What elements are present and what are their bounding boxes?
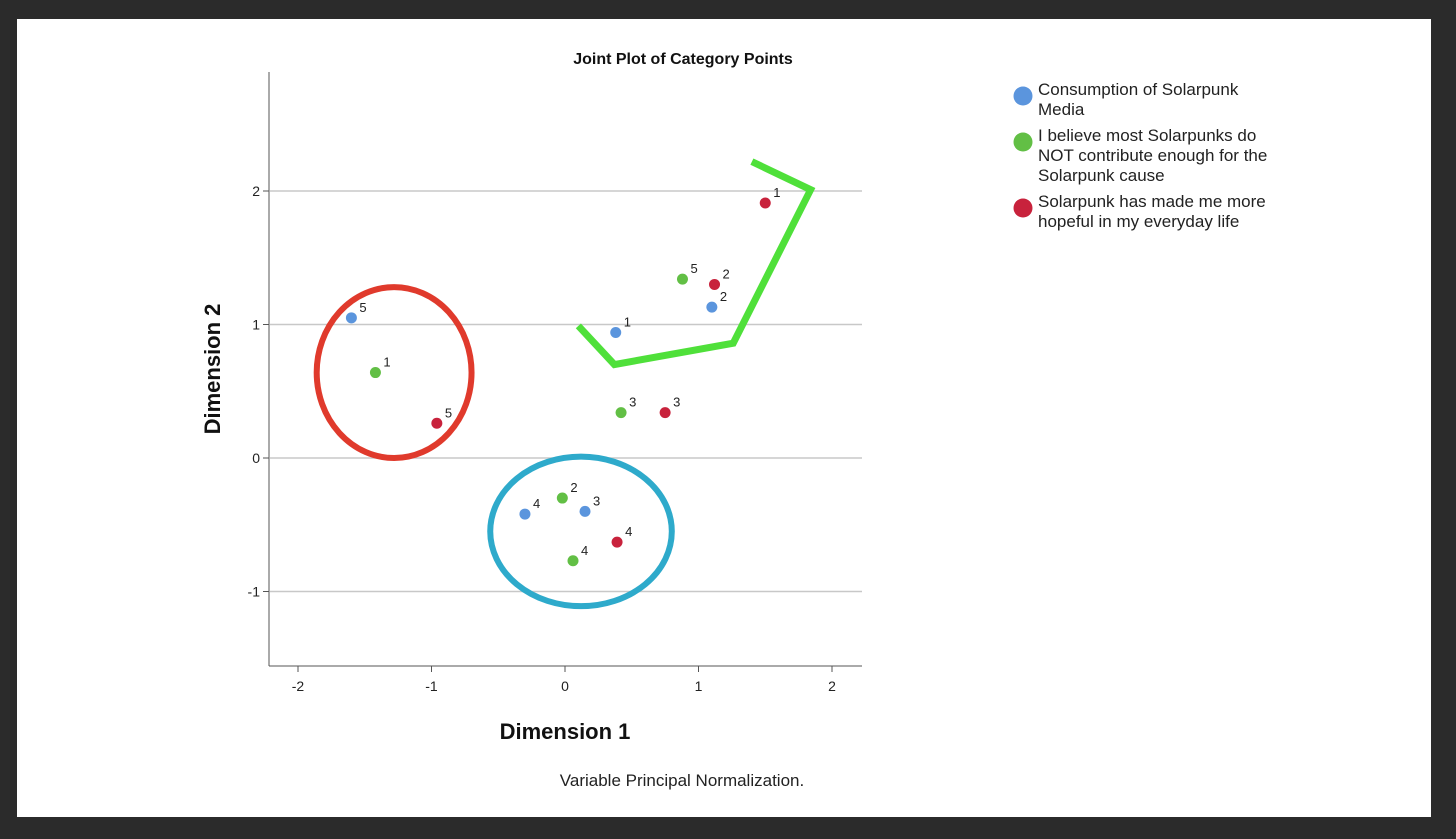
legend-item: I believe most Solarpunks do NOT contribu… xyxy=(1013,126,1267,185)
data-point xyxy=(567,555,579,567)
point-label: 5 xyxy=(690,261,697,276)
point-label: 3 xyxy=(593,493,600,508)
point-label: 3 xyxy=(629,395,636,410)
highlight-ellipse xyxy=(313,284,475,461)
data-point xyxy=(610,327,622,339)
x-tick-label: -1 xyxy=(425,678,438,694)
legend-label: Solarpunk has made me more hopeful in my … xyxy=(1038,192,1266,231)
legend: Consumption of Solarpunk Media I believe m… xyxy=(1013,80,1267,231)
legend-item: Solarpunk has made me more hopeful in my … xyxy=(1013,192,1266,231)
data-point xyxy=(659,407,671,419)
point-label: 4 xyxy=(533,496,540,511)
y-tick-label: -1 xyxy=(248,584,261,600)
point-label: 3 xyxy=(673,395,680,410)
data-point xyxy=(706,301,718,313)
data-point xyxy=(369,367,381,379)
point-label: 4 xyxy=(625,524,632,539)
data-point xyxy=(709,278,721,290)
axis-ticks: -1 0 1 2 -2 -1 0 1 2 xyxy=(248,183,837,694)
chart-title: Joint Plot of Category Points xyxy=(573,51,793,68)
data-point xyxy=(759,197,771,209)
data-point xyxy=(431,417,443,429)
y-tick-label: 0 xyxy=(252,450,260,466)
legend-swatch xyxy=(1013,86,1033,106)
legend-swatch xyxy=(1013,132,1033,152)
highlight-polygon xyxy=(575,158,816,369)
point-label: 1 xyxy=(383,355,390,370)
legend-swatch xyxy=(1013,198,1033,218)
highlight-shapes xyxy=(313,158,816,610)
data-point xyxy=(519,508,531,520)
x-tick-label: -2 xyxy=(292,678,305,694)
normalization-note: Variable Principal Normalization. xyxy=(560,771,804,790)
chart-background xyxy=(17,19,1431,817)
data-points: 1 2 3 4 5 1 2 3 4 5 1 2 3 4 5 xyxy=(345,185,780,567)
y-tick-label: 2 xyxy=(252,183,260,199)
point-label: 2 xyxy=(720,289,727,304)
point-label: 1 xyxy=(773,185,780,200)
data-point xyxy=(556,492,568,504)
x-tick-label: 2 xyxy=(828,678,836,694)
highlight-ellipse xyxy=(487,453,675,610)
point-label: 4 xyxy=(581,543,588,558)
point-label: 5 xyxy=(445,405,452,420)
legend-item: Consumption of Solarpunk Media xyxy=(1013,80,1239,119)
data-point xyxy=(615,407,627,419)
point-label: 5 xyxy=(359,300,366,315)
data-point xyxy=(611,536,623,548)
y-tick-label: 1 xyxy=(252,317,260,333)
legend-label: I believe most Solarpunks do NOT contribu… xyxy=(1038,126,1267,185)
point-label: 2 xyxy=(723,266,730,281)
point-label: 1 xyxy=(624,315,631,330)
data-point xyxy=(676,273,688,285)
point-label: 2 xyxy=(570,480,577,495)
x-tick-label: 0 xyxy=(561,678,569,694)
y-axis-title: Dimension 2 xyxy=(200,304,225,435)
data-point xyxy=(345,312,357,324)
legend-label: Consumption of Solarpunk Media xyxy=(1038,80,1239,119)
data-point xyxy=(579,505,591,517)
x-axis-title: Dimension 1 xyxy=(500,719,631,744)
x-tick-label: 1 xyxy=(695,678,703,694)
